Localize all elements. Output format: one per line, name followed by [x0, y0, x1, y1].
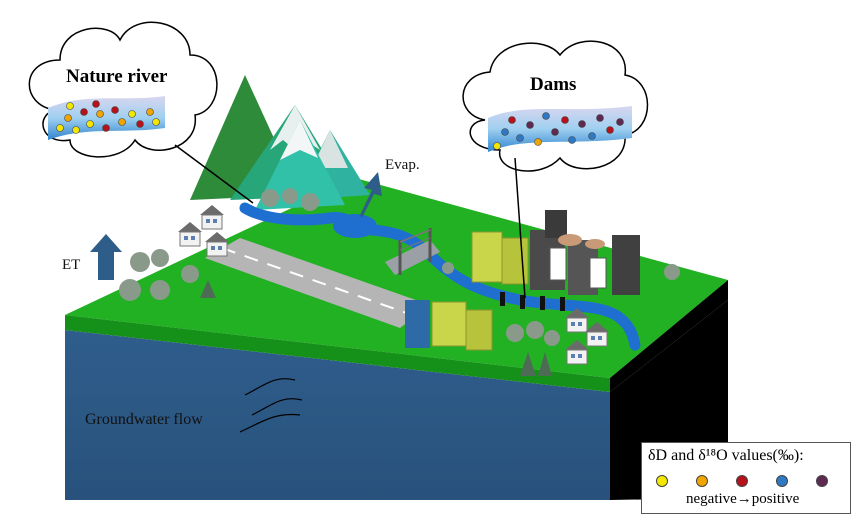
legend-dot-3 [736, 475, 748, 487]
road [205, 238, 430, 328]
houses-right [565, 308, 609, 365]
legend-title: δD and δ¹⁸O values(‰): [648, 447, 804, 464]
legend-note: negative→positive [686, 491, 800, 507]
land-surface [65, 178, 728, 378]
land-right-edge [610, 280, 728, 392]
et-arrow [90, 234, 122, 280]
bubble-nature-river [28, 21, 254, 204]
road-lane-marking [221, 247, 416, 317]
land-front-edge [65, 315, 610, 392]
lake [333, 214, 377, 238]
trees [119, 188, 680, 376]
soil-front-face [65, 330, 610, 500]
legend-dot-5 [816, 475, 828, 487]
bridge [385, 228, 440, 275]
evap-arrow [360, 172, 382, 218]
industrial [530, 210, 640, 295]
dams-dots [493, 112, 624, 150]
label-dams: Dams [530, 74, 577, 95]
legend-dot-4 [776, 475, 788, 487]
mountains [190, 75, 370, 210]
label-groundwater-flow: Groundwater flow [85, 411, 203, 428]
legend-dot-1 [656, 475, 668, 487]
apartments [405, 231, 529, 351]
river [239, 202, 641, 351]
nature-river-dots [56, 100, 160, 134]
houses-left [178, 205, 229, 257]
bubble-dams [462, 40, 649, 299]
label-evap: Evap. [385, 157, 420, 173]
label-nature-river: Nature river [66, 66, 168, 87]
legend-dot-2 [696, 475, 708, 487]
dam-structures [500, 292, 565, 311]
legend: δD and δ¹⁸O values(‰): negative→positive [641, 442, 851, 514]
label-et: ET [62, 257, 81, 273]
groundwater-flow-arrows [239, 378, 303, 433]
